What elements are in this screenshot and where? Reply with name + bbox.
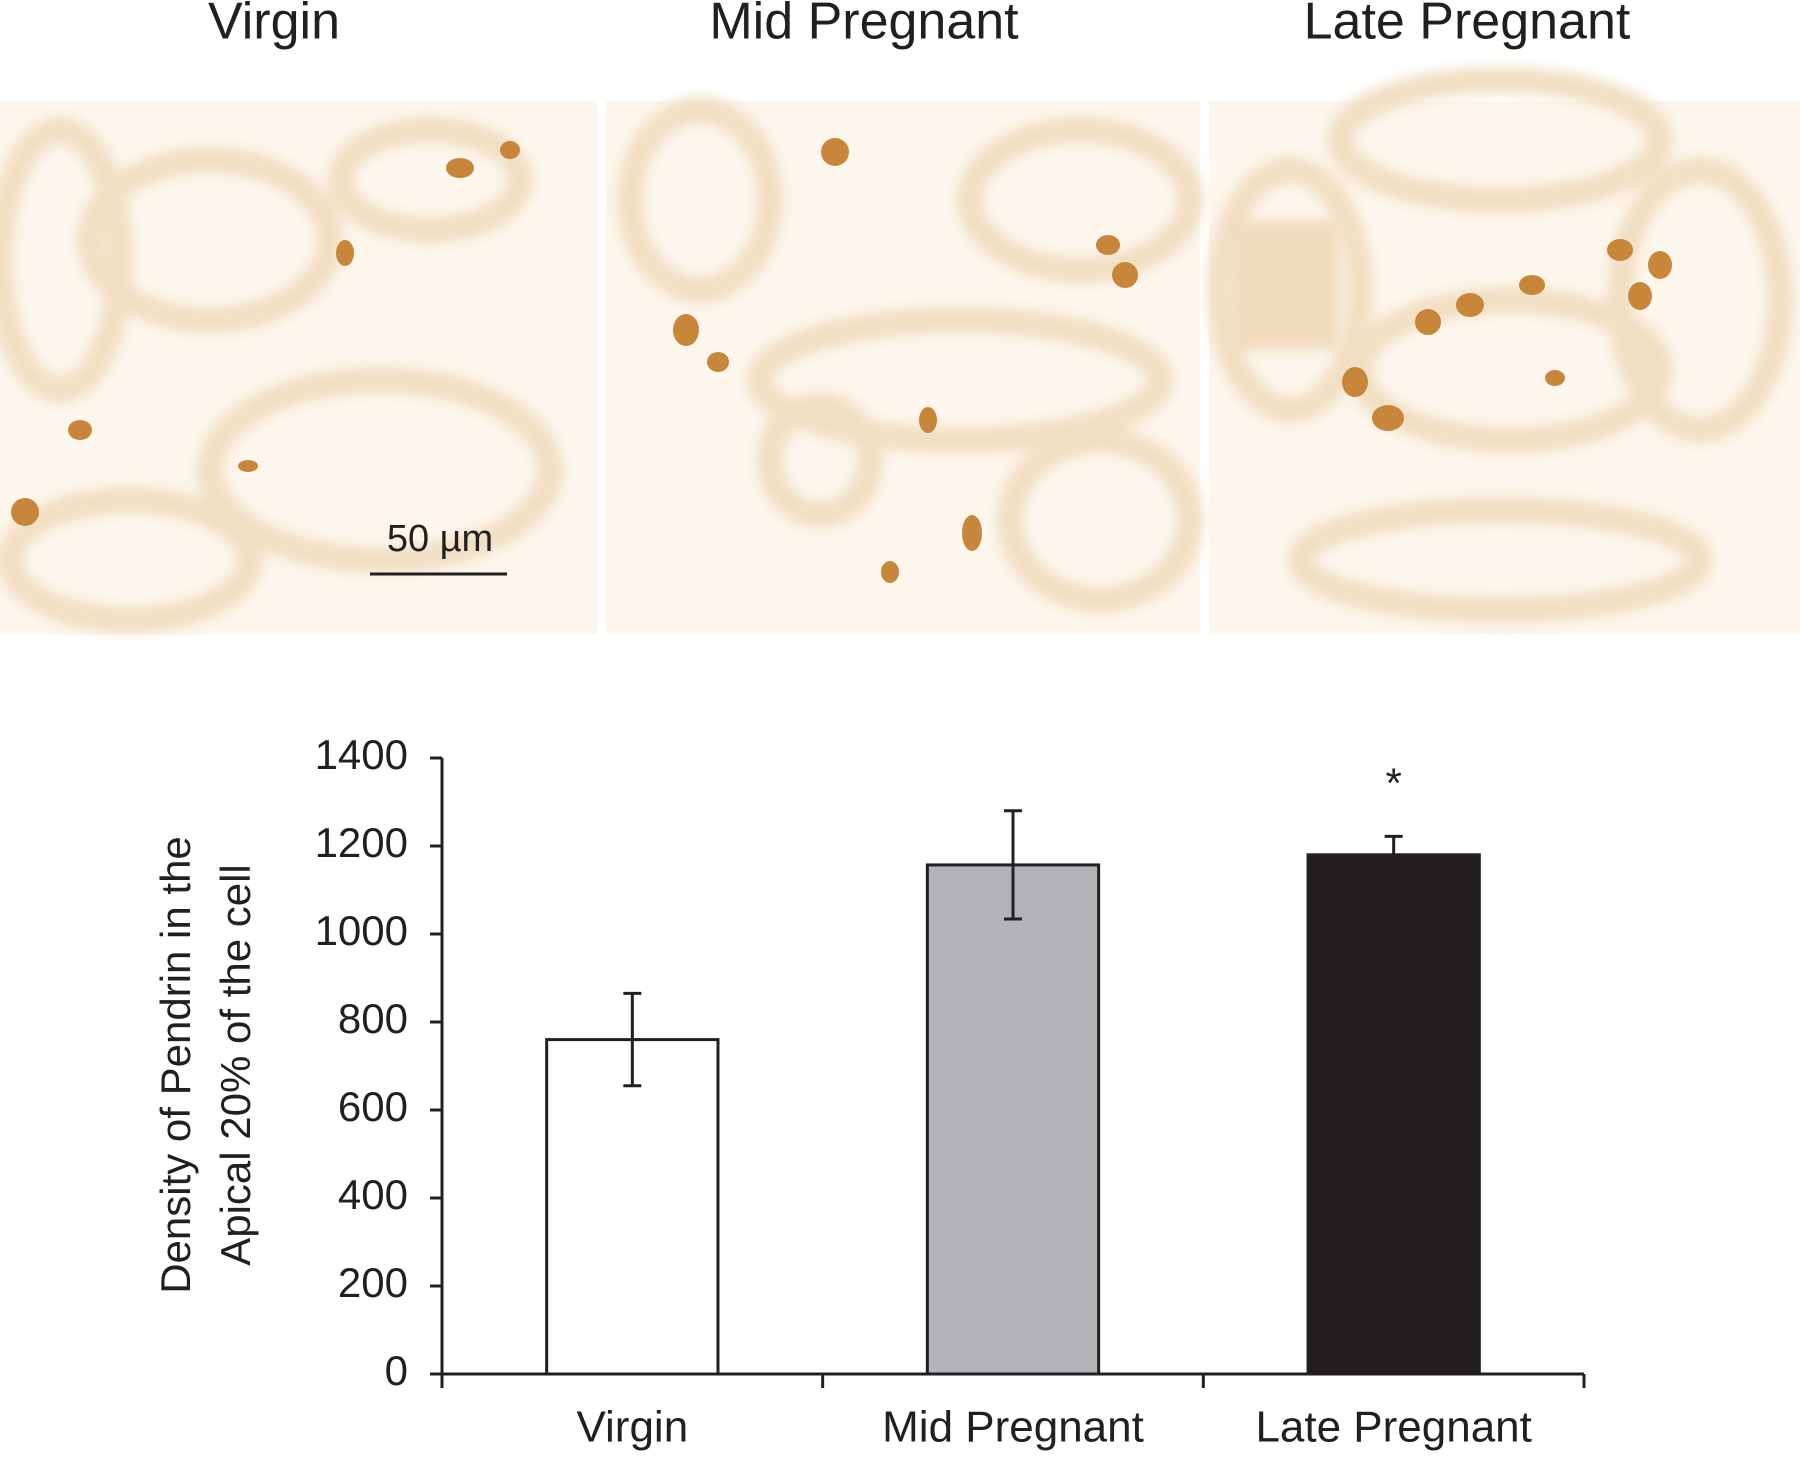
y-axis-label-line: Density of Pendrin in the xyxy=(152,836,199,1294)
micrograph-virgin: 50 µm xyxy=(0,101,597,634)
micrograph-mid xyxy=(606,97,1203,634)
significance-marker: * xyxy=(1385,759,1401,806)
micrographs: 50 µm xyxy=(0,67,1800,634)
panel-title: Late Pregnant xyxy=(1304,0,1631,51)
y-tick-label: 400 xyxy=(338,1171,408,1218)
y-tick-label: 200 xyxy=(338,1259,408,1306)
panel-title: Virgin xyxy=(208,0,340,51)
x-tick-label: Virgin xyxy=(576,1403,688,1452)
y-tick-label: 1000 xyxy=(315,907,408,954)
y-tick-label: 1400 xyxy=(315,731,408,778)
bar xyxy=(925,863,1101,1376)
y-axis-label: Density of Pendrin in the Apical 20% of … xyxy=(152,836,259,1294)
scale-bar-label: 50 µm xyxy=(387,518,493,560)
bar xyxy=(545,1038,720,1376)
y-tick-label: 800 xyxy=(338,995,408,1042)
panel-title: Mid Pregnant xyxy=(709,0,1019,51)
y-tick-label: 600 xyxy=(338,1083,408,1130)
micrograph-late xyxy=(1207,67,1800,634)
y-axis-label-line: Apical 20% of the cell xyxy=(212,864,259,1266)
y-tick-label: 0 xyxy=(385,1347,408,1394)
x-tick-label: Mid Pregnant xyxy=(882,1403,1144,1452)
bar xyxy=(1306,853,1481,1376)
y-tick-label: 1200 xyxy=(315,819,408,866)
x-tick-label: Late Pregnant xyxy=(1255,1403,1531,1452)
